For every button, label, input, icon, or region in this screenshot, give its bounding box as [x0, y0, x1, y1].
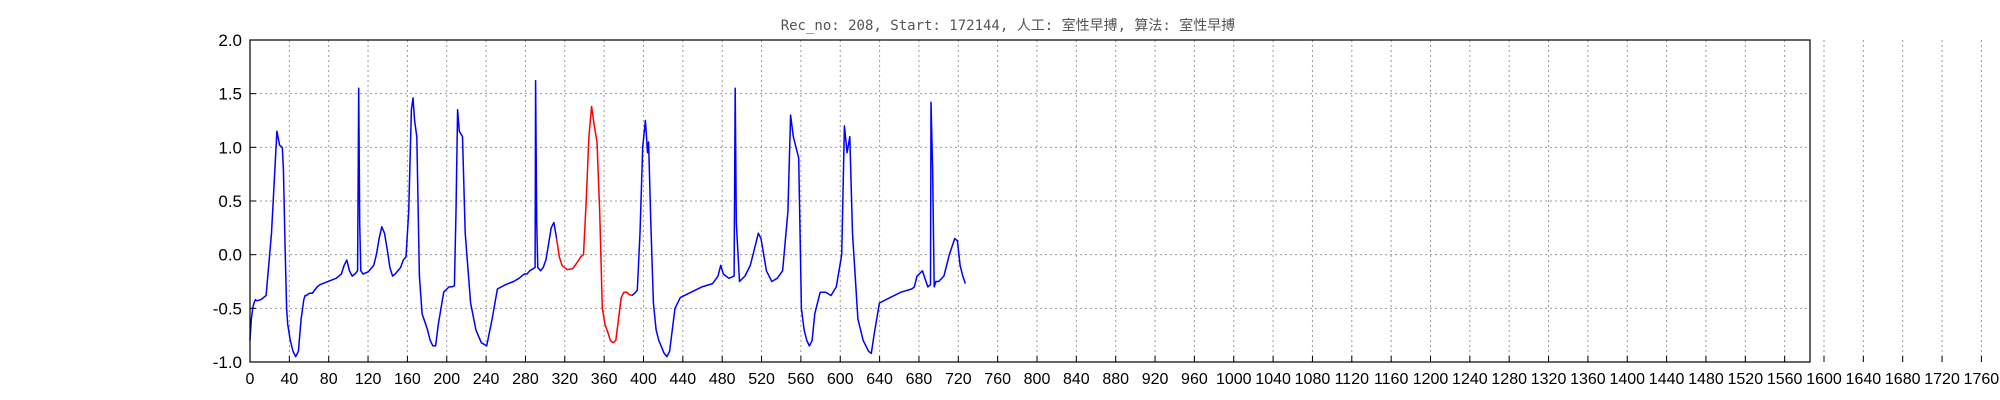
x-tick-label: 1720 [1924, 371, 1960, 388]
x-tick-label: 1320 [1531, 371, 1567, 388]
y-tick-label: -0.5 [213, 299, 242, 318]
x-tick-label: 1480 [1688, 371, 1724, 388]
x-tick-label: 120 [355, 371, 382, 388]
x-tick-label: 1240 [1452, 371, 1488, 388]
x-tick-label: 1080 [1295, 371, 1331, 388]
x-tick-label: 440 [669, 371, 696, 388]
plot-series [249, 80, 967, 358]
x-tick-label: 280 [512, 371, 539, 388]
x-tick-label: 720 [945, 371, 972, 388]
ecg-series-line-1 [249, 80, 558, 358]
y-tick-label: 0.5 [218, 192, 242, 211]
x-tick-label: 600 [827, 371, 854, 388]
x-tick-label: 1360 [1570, 371, 1606, 388]
y-tick-label: 2.0 [218, 31, 242, 50]
x-tick-label: 1440 [1649, 371, 1685, 388]
x-tick-label: 320 [551, 371, 578, 388]
x-tick-label: 1200 [1413, 371, 1449, 388]
x-tick-label: 200 [433, 371, 460, 388]
x-tick-label: 1160 [1374, 371, 1409, 388]
x-tick-label: 1120 [1335, 371, 1370, 388]
x-tick-label: 880 [1102, 371, 1129, 388]
ecg-series-line-3 [631, 87, 967, 358]
y-axis-ticks: -1.0 -0.5 0.0 0.5 1.0 1.5 2.0 [213, 31, 256, 372]
grid-lines [250, 40, 1982, 362]
x-tick-label: 240 [473, 371, 500, 388]
x-tick-label: 1640 [1846, 371, 1882, 388]
x-tick-label: 640 [866, 371, 893, 388]
x-tick-label: 0 [246, 371, 255, 388]
x-tick-label: 360 [591, 371, 618, 388]
y-tick-label: -1.0 [213, 353, 242, 372]
x-tick-label: 1040 [1255, 371, 1291, 388]
x-tick-label: 80 [320, 371, 338, 388]
y-tick-label: 1.0 [218, 138, 242, 157]
ecg-series-line-2 [555, 105, 633, 344]
x-tick-label: 1600 [1806, 371, 1842, 388]
x-tick-label: 760 [984, 371, 1011, 388]
x-tick-label: 400 [630, 371, 657, 388]
x-tick-label: 1280 [1491, 371, 1527, 388]
y-tick-label: 0.0 [218, 246, 242, 265]
x-tick-label: 960 [1181, 371, 1208, 388]
x-tick-label: 1000 [1216, 371, 1252, 388]
x-tick-label: 520 [748, 371, 775, 388]
x-tick-label: 1680 [1885, 371, 1921, 388]
x-tick-label: 40 [280, 371, 298, 388]
x-tick-label: 1760 [1964, 371, 2000, 388]
x-tick-label: 840 [1063, 371, 1090, 388]
y-tick-label: 1.5 [218, 85, 242, 104]
x-tick-label: 160 [394, 371, 421, 388]
x-tick-label: 480 [709, 371, 736, 388]
x-tick-label: 920 [1142, 371, 1169, 388]
x-tick-label: 1400 [1609, 371, 1645, 388]
x-tick-label: 800 [1024, 371, 1051, 388]
x-tick-label: 1560 [1767, 371, 1803, 388]
x-tick-label: 680 [906, 371, 933, 388]
chart-title: Rec_no: 208, Start: 172144, 人工: 室性早搏, 算法… [781, 17, 1236, 34]
x-tick-label: 1520 [1728, 371, 1764, 388]
x-tick-label: 560 [788, 371, 815, 388]
x-axis-ticks: 0 40 80 120 160 200 240 280 320 360 400 440 480 520 56… [246, 356, 2000, 388]
